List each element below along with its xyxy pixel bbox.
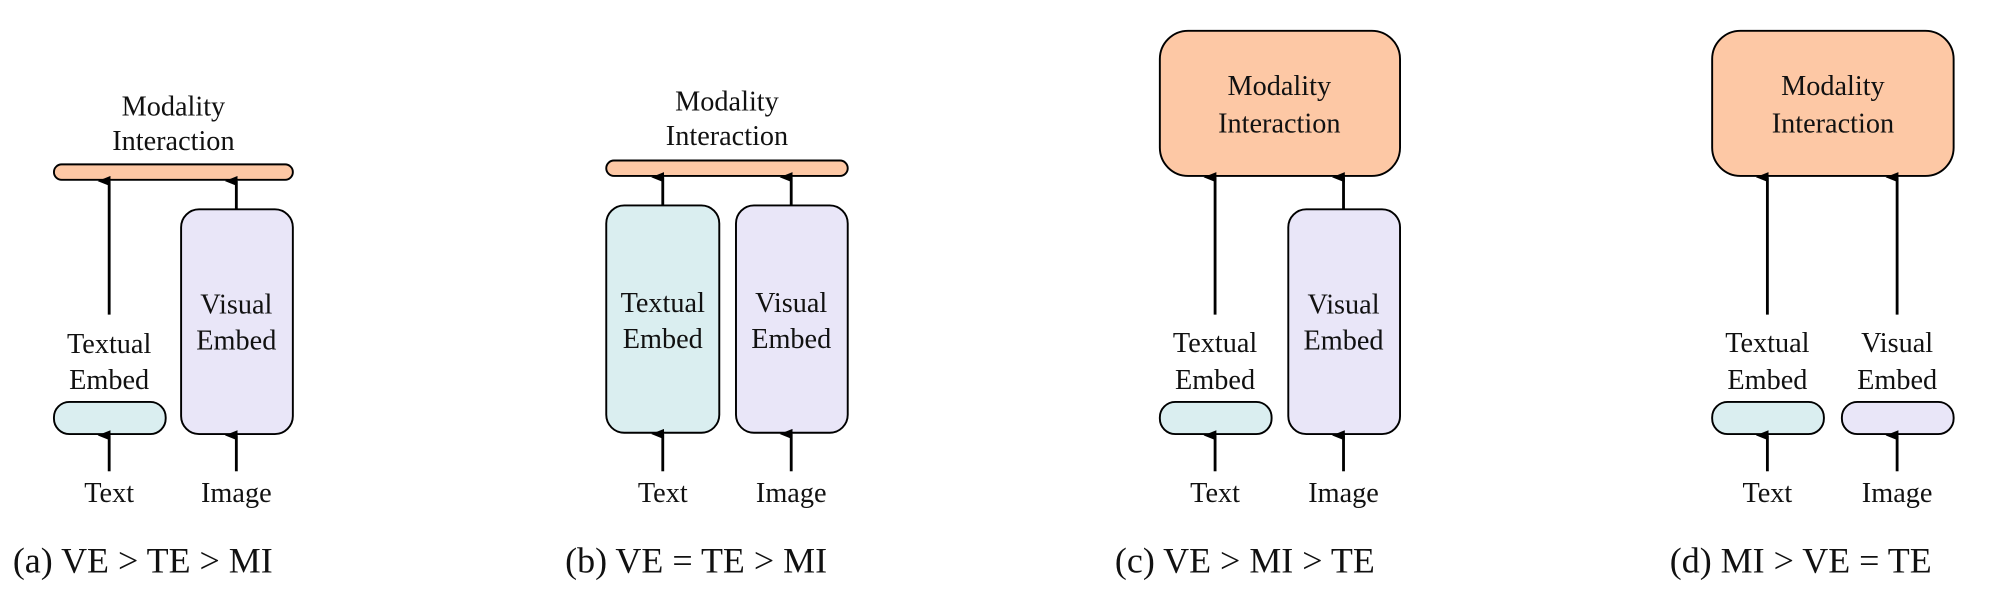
mi-label-line2: Interaction — [1218, 108, 1340, 139]
text-input-label: Text — [1190, 478, 1240, 509]
modality-interaction-block — [52, 163, 294, 181]
textual-label: Textual — [621, 288, 705, 319]
visual-embed-block — [1840, 400, 1955, 436]
textual-embed-block — [52, 400, 167, 436]
textual-label: Textual — [1173, 328, 1257, 359]
text-input-label: Text — [84, 478, 134, 509]
mi-label-line1: Modality — [1227, 71, 1331, 102]
image-input-label: Image — [756, 478, 827, 509]
visual-embed-block — [1287, 208, 1402, 436]
panel-c: Modality Interaction Visual Embed Textua… — [1115, 29, 1402, 581]
embed-label: Embed — [196, 325, 276, 356]
visual-label: Visual — [200, 289, 272, 320]
image-input-label: Image — [1308, 478, 1379, 509]
embed-label: Embed — [1304, 325, 1384, 356]
caption: (d) MI > VE = TE — [1670, 541, 1932, 581]
mi-label-line2: Interaction — [112, 126, 234, 157]
mi-label-line1: Modality — [675, 86, 779, 117]
panel-b: Modality Interaction Textual Embed Visua… — [565, 86, 849, 581]
modality-interaction-block — [605, 159, 849, 177]
caption: (b) VE = TE > MI — [565, 541, 827, 581]
embed-label: Embed — [751, 324, 831, 355]
text-input-label: Text — [1742, 478, 1792, 509]
textual-embed-block — [1711, 400, 1825, 436]
textual-label: Textual — [1725, 328, 1809, 359]
visual-label: Visual — [1307, 289, 1379, 320]
mi-label-line1: Modality — [122, 92, 226, 123]
panel-d: Modality Interaction Textual Embed Visua… — [1670, 29, 1955, 581]
visual-label: Visual — [755, 288, 827, 319]
panel-a: Modality Interaction Visual Embed Textua… — [13, 92, 294, 581]
textual-embed-block — [1158, 400, 1273, 436]
embed-label: Embed — [1857, 365, 1937, 396]
textual-embed-block — [605, 204, 721, 434]
mi-label-line1: Modality — [1781, 71, 1885, 102]
mi-label-line2: Interaction — [666, 121, 788, 152]
modality-interaction-block — [1158, 29, 1402, 177]
image-input-label: Image — [1862, 478, 1933, 509]
embed-label: Embed — [623, 324, 703, 355]
text-input-label: Text — [638, 478, 688, 509]
caption: (a) VE > TE > MI — [13, 541, 273, 581]
textual-label: Textual — [67, 329, 151, 360]
embed-label: Embed — [1727, 365, 1807, 396]
modality-interaction-block — [1711, 29, 1955, 177]
visual-label: Visual — [1861, 328, 1933, 359]
image-input-label: Image — [201, 478, 272, 509]
embed-label: Embed — [1175, 365, 1255, 396]
caption: (c) VE > MI > TE — [1115, 541, 1375, 581]
mi-label-line2: Interaction — [1772, 108, 1894, 139]
visual-embed-block — [735, 204, 849, 434]
embed-label: Embed — [69, 365, 149, 396]
visual-embed-block — [180, 208, 294, 436]
